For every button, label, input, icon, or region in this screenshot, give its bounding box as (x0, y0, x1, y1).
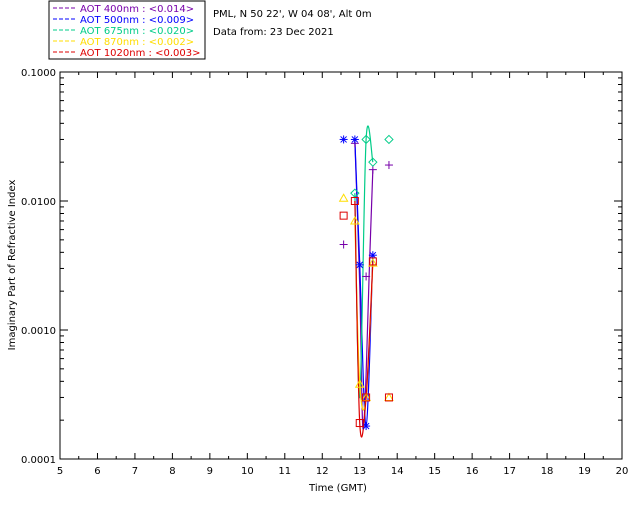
data-point-0 (384, 161, 393, 170)
legend-label-3: AOT 870nm : <0.002> (80, 37, 194, 48)
x-tick-label: 17 (503, 466, 516, 477)
data-point-3 (350, 215, 360, 225)
x-tick-label: 10 (241, 466, 254, 477)
data-point-1 (355, 260, 364, 269)
data-point-4 (339, 211, 348, 220)
data-point-3 (367, 258, 378, 267)
y-axis-title: Imaginary Part of Refractive Index (7, 180, 18, 351)
x-tick-label: 11 (278, 466, 291, 477)
x-tick-label: 8 (169, 466, 175, 477)
data-point-0 (339, 240, 348, 249)
x-tick-label: 13 (353, 466, 366, 477)
y-tick-label: 0.0010 (21, 326, 56, 337)
x-tick-label: 9 (207, 466, 213, 477)
data-point-2 (361, 134, 371, 145)
x-axis-title: Time (GMT) (308, 483, 367, 494)
axis-ticks: 5 6 7 8 9 10 11 12 13 14 15 16 17 18 19 20 0.0001 0.0010 0… (21, 68, 628, 477)
data-point-4 (362, 393, 371, 402)
x-tick-label: 15 (428, 466, 441, 477)
data-point-2 (368, 157, 378, 167)
x-tick-label: 14 (391, 466, 404, 477)
x-tick-label: 12 (316, 466, 329, 477)
data-point-0 (368, 165, 377, 174)
x-tick-label: 18 (541, 466, 554, 477)
x-tick-label: 6 (94, 466, 100, 477)
data-point-4 (368, 257, 377, 266)
data-point-4 (355, 419, 364, 428)
data-point-1 (350, 135, 359, 144)
site-info: PML, N 50 22', W 04 08', Alt 0m (213, 9, 372, 20)
y-tick-label: 0.0100 (21, 197, 56, 208)
y-tick-label: 0.0001 (21, 455, 56, 466)
data-point-3 (384, 392, 394, 401)
data-point-3 (338, 193, 349, 202)
data-point-0 (362, 272, 371, 281)
data-point-1 (339, 135, 348, 144)
plot-frame (59, 71, 623, 460)
legend-label-4: AOT 1020nm : <0.003> (80, 48, 200, 59)
series-line-4 (354, 200, 374, 438)
y-tick-label: 0.1000 (21, 68, 56, 79)
data-point-2 (384, 134, 394, 145)
legend: AOT 400nm : <0.014>AOT 500nm : <0.009>AO… (53, 4, 200, 59)
x-tick-label: 16 (466, 466, 479, 477)
x-tick-label: 20 (616, 466, 629, 477)
x-tick-label: 5 (57, 466, 63, 477)
series-markers (338, 134, 394, 431)
series-lines (354, 125, 374, 438)
data-point-4 (384, 393, 393, 402)
x-tick-label: 7 (132, 466, 138, 477)
legend-label-2: AOT 675nm : <0.020> (80, 26, 194, 37)
data-point-3 (354, 379, 365, 388)
x-tick-label: 19 (578, 466, 591, 477)
data-point-4 (350, 197, 359, 205)
legend-label-0: AOT 400nm : <0.014> (80, 4, 194, 15)
legend-label-1: AOT 500nm : <0.009> (80, 15, 194, 26)
data-date: Data from: 23 Dec 2021 (213, 27, 334, 38)
